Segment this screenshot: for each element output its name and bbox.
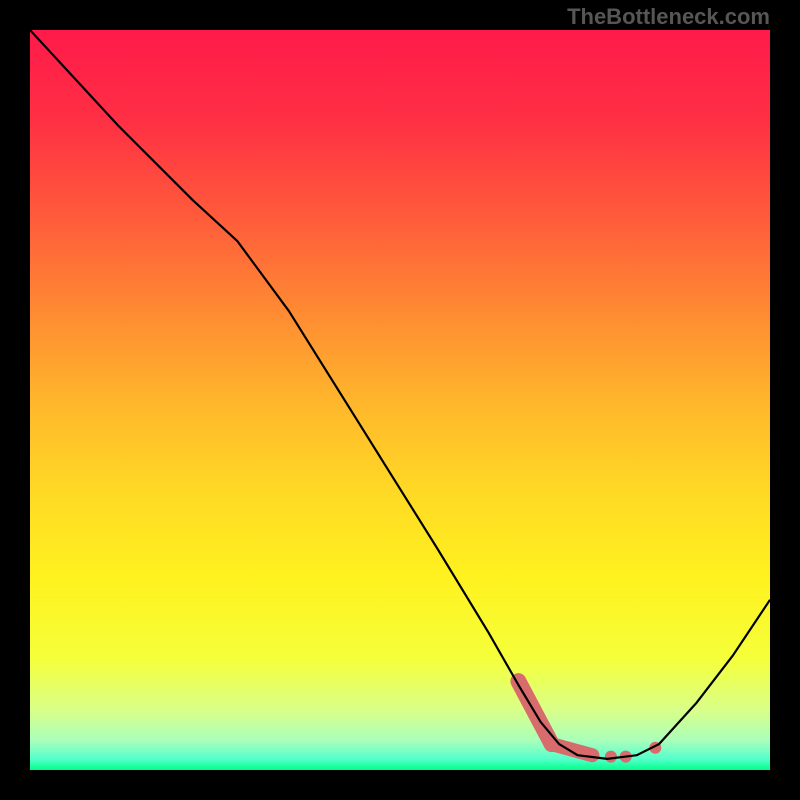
plot-background <box>30 30 770 770</box>
chart-container <box>30 30 770 770</box>
marker-dot <box>605 751 617 763</box>
chart-svg <box>30 30 770 770</box>
watermark-text: TheBottleneck.com <box>567 4 770 30</box>
